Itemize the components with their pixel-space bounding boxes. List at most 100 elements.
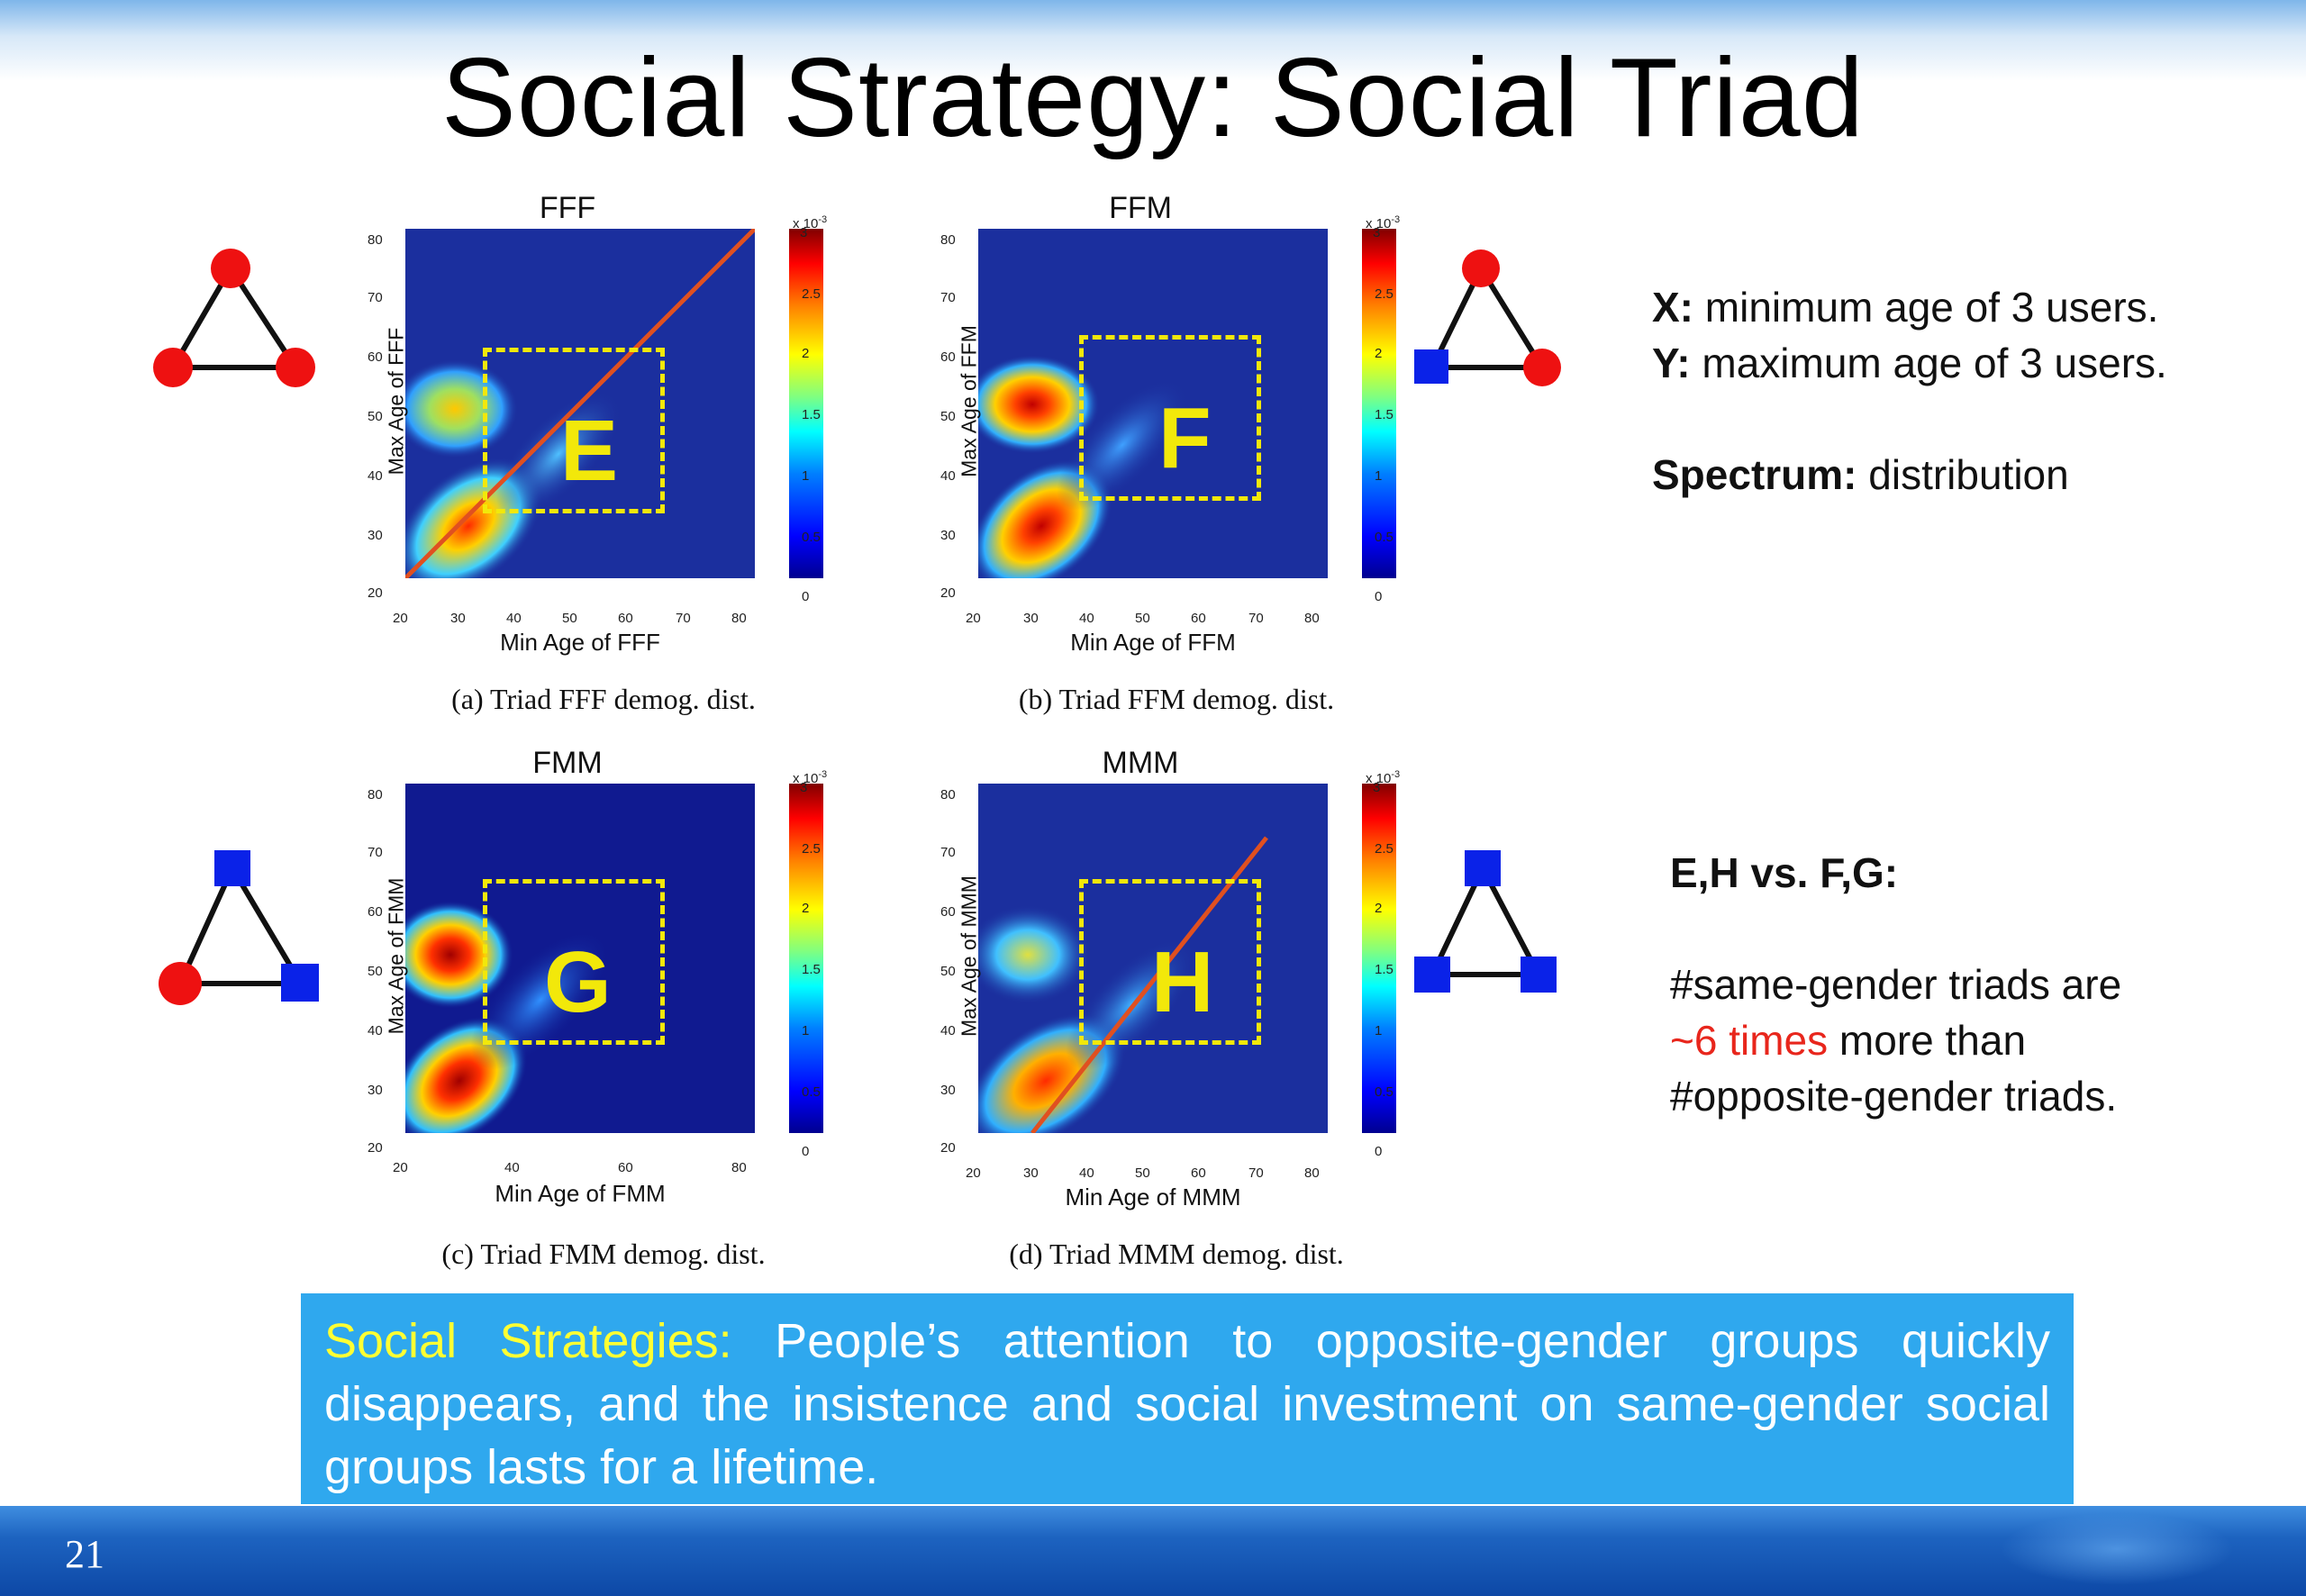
strategy-body: People’s attention to opposite-gender gr… bbox=[324, 1314, 2051, 1494]
ytick: 30 bbox=[940, 1083, 956, 1098]
xtick: 40 bbox=[1079, 1165, 1094, 1181]
panel-caption: (d) Triad MMM demog. dist. bbox=[1009, 1238, 1344, 1270]
ytick: 60 bbox=[940, 349, 956, 365]
triad-mmm-icon bbox=[1405, 839, 1585, 1011]
ytick: 70 bbox=[940, 845, 956, 860]
xtick: 60 bbox=[618, 1160, 633, 1175]
xtick: 30 bbox=[1023, 611, 1039, 626]
region-box-h bbox=[1079, 879, 1261, 1045]
xtick: 50 bbox=[562, 611, 577, 626]
colorbar bbox=[789, 784, 823, 1133]
colorbar-tick: 3 bbox=[1373, 780, 1381, 795]
ytick: 70 bbox=[940, 290, 956, 305]
ytick: 40 bbox=[940, 468, 956, 484]
region-letter-g: G bbox=[544, 934, 612, 1030]
ytick: 30 bbox=[368, 528, 383, 543]
heatmap-graphic bbox=[978, 836, 1268, 1133]
colorbar-exponent: x 10-3 bbox=[793, 769, 828, 786]
xtick: 30 bbox=[1023, 1165, 1039, 1181]
slide-title: Social Strategy: Social Triad bbox=[441, 36, 1865, 160]
triad-fff-icon bbox=[150, 243, 330, 396]
colorbar-tick: 1.5 bbox=[802, 407, 821, 422]
region-box-g bbox=[483, 879, 665, 1045]
xtick: 60 bbox=[618, 611, 633, 626]
panel-title: MMM bbox=[1102, 746, 1179, 780]
xtick: 60 bbox=[1191, 1165, 1206, 1181]
xtick: 50 bbox=[1135, 1165, 1150, 1181]
bottom-glow bbox=[2000, 1513, 2234, 1585]
bottom-gradient-band bbox=[0, 1506, 2306, 1596]
xtick: 80 bbox=[731, 611, 747, 626]
y-axis-label: Max Age of FFM bbox=[957, 325, 981, 477]
panel-title: FMM bbox=[532, 746, 603, 780]
colorbar bbox=[1362, 784, 1396, 1133]
comparison-notes: E,H vs. F,G: #same-gender triads are ~6 … bbox=[1670, 845, 2121, 1124]
colorbar bbox=[1362, 229, 1396, 578]
colorbar-tick: 3 bbox=[800, 225, 808, 240]
xtick: 80 bbox=[1304, 611, 1320, 626]
x-axis-label: Min Age of MMM bbox=[1065, 1183, 1241, 1211]
comparison-line-3: #opposite-gender triads. bbox=[1670, 1073, 2118, 1120]
region-letter-e: E bbox=[560, 403, 619, 499]
x-axis-label: Min Age of FFM bbox=[1070, 629, 1236, 656]
colorbar-tick: 2.5 bbox=[802, 841, 821, 857]
xtick: 20 bbox=[393, 1160, 408, 1175]
colorbar-tick: 3 bbox=[1373, 225, 1381, 240]
ytick: 50 bbox=[368, 964, 383, 979]
xtick: 50 bbox=[1135, 611, 1150, 626]
region-box-f bbox=[1079, 335, 1261, 501]
xtick: 60 bbox=[1191, 611, 1206, 626]
panel-caption: (b) Triad FFM demog. dist. bbox=[1018, 683, 1335, 715]
colorbar-tick: 0 bbox=[1375, 589, 1383, 604]
ytick: 80 bbox=[368, 232, 383, 248]
ytick: 20 bbox=[940, 1140, 956, 1156]
xtick: 80 bbox=[1304, 1165, 1320, 1181]
colorbar-tick: 1.5 bbox=[1375, 962, 1394, 977]
xtick: 20 bbox=[966, 611, 981, 626]
region-box-e bbox=[483, 348, 665, 513]
ytick: 80 bbox=[940, 232, 956, 248]
ratio-highlight: ~6 times bbox=[1670, 1017, 1829, 1064]
triad-fmm-icon bbox=[150, 839, 330, 1020]
top-gradient-band bbox=[0, 0, 2306, 81]
colorbar-tick: 1.5 bbox=[802, 962, 821, 977]
ytick: 30 bbox=[940, 528, 956, 543]
y-axis-label: Max Age of FFF bbox=[384, 327, 408, 476]
colorbar-tick: 2 bbox=[1375, 346, 1383, 361]
colorbar-tick: 1.5 bbox=[1375, 407, 1394, 422]
colorbar-tick: 2.5 bbox=[1375, 286, 1394, 302]
y-axis-label: Max Age of MMM bbox=[957, 875, 981, 1037]
panel-title: FFF bbox=[539, 191, 596, 225]
colorbar-tick: 2.5 bbox=[1375, 841, 1394, 857]
ytick: 20 bbox=[368, 585, 383, 601]
xtick: 40 bbox=[504, 1160, 520, 1175]
ytick: 80 bbox=[940, 787, 956, 803]
colorbar-tick: 1 bbox=[1375, 1023, 1383, 1038]
colorbar-tick: 2 bbox=[802, 346, 810, 361]
heatmap-mmm: H bbox=[978, 784, 1328, 1133]
xtick: 20 bbox=[966, 1165, 981, 1181]
panel-caption: (a) Triad FFF demog. dist. bbox=[451, 683, 756, 715]
colorbar-tick: 2 bbox=[1375, 901, 1383, 916]
colorbar-tick: 1 bbox=[802, 1023, 810, 1038]
colorbar-tick: 2.5 bbox=[802, 286, 821, 302]
colorbar-tick: 1 bbox=[1375, 468, 1383, 484]
ytick: 60 bbox=[940, 904, 956, 920]
colorbar-tick: 0 bbox=[802, 1144, 810, 1159]
y-note: Y: maximum age of 3 users. bbox=[1652, 340, 2167, 386]
xtick: 30 bbox=[450, 611, 466, 626]
colorbar-exponent: x 10-3 bbox=[1366, 214, 1401, 231]
colorbar-tick: 1 bbox=[802, 468, 810, 484]
strategy-lead: Social Strategies: bbox=[324, 1314, 732, 1368]
xtick: 70 bbox=[1248, 1165, 1264, 1181]
ytick: 50 bbox=[940, 964, 956, 979]
x-note: X: minimum age of 3 users. bbox=[1652, 284, 2159, 331]
region-letter-h: H bbox=[1151, 934, 1214, 1030]
region-letter-f: F bbox=[1158, 390, 1212, 486]
ytick: 40 bbox=[368, 1023, 383, 1038]
ytick: 60 bbox=[368, 904, 383, 920]
comparison-heading: E,H vs. F,G: bbox=[1670, 849, 1899, 896]
panel-caption: (c) Triad FMM demog. dist. bbox=[441, 1238, 766, 1270]
ytick: 20 bbox=[940, 585, 956, 601]
social-strategies-box: Social Strategies: People’s attention to… bbox=[301, 1293, 2074, 1504]
